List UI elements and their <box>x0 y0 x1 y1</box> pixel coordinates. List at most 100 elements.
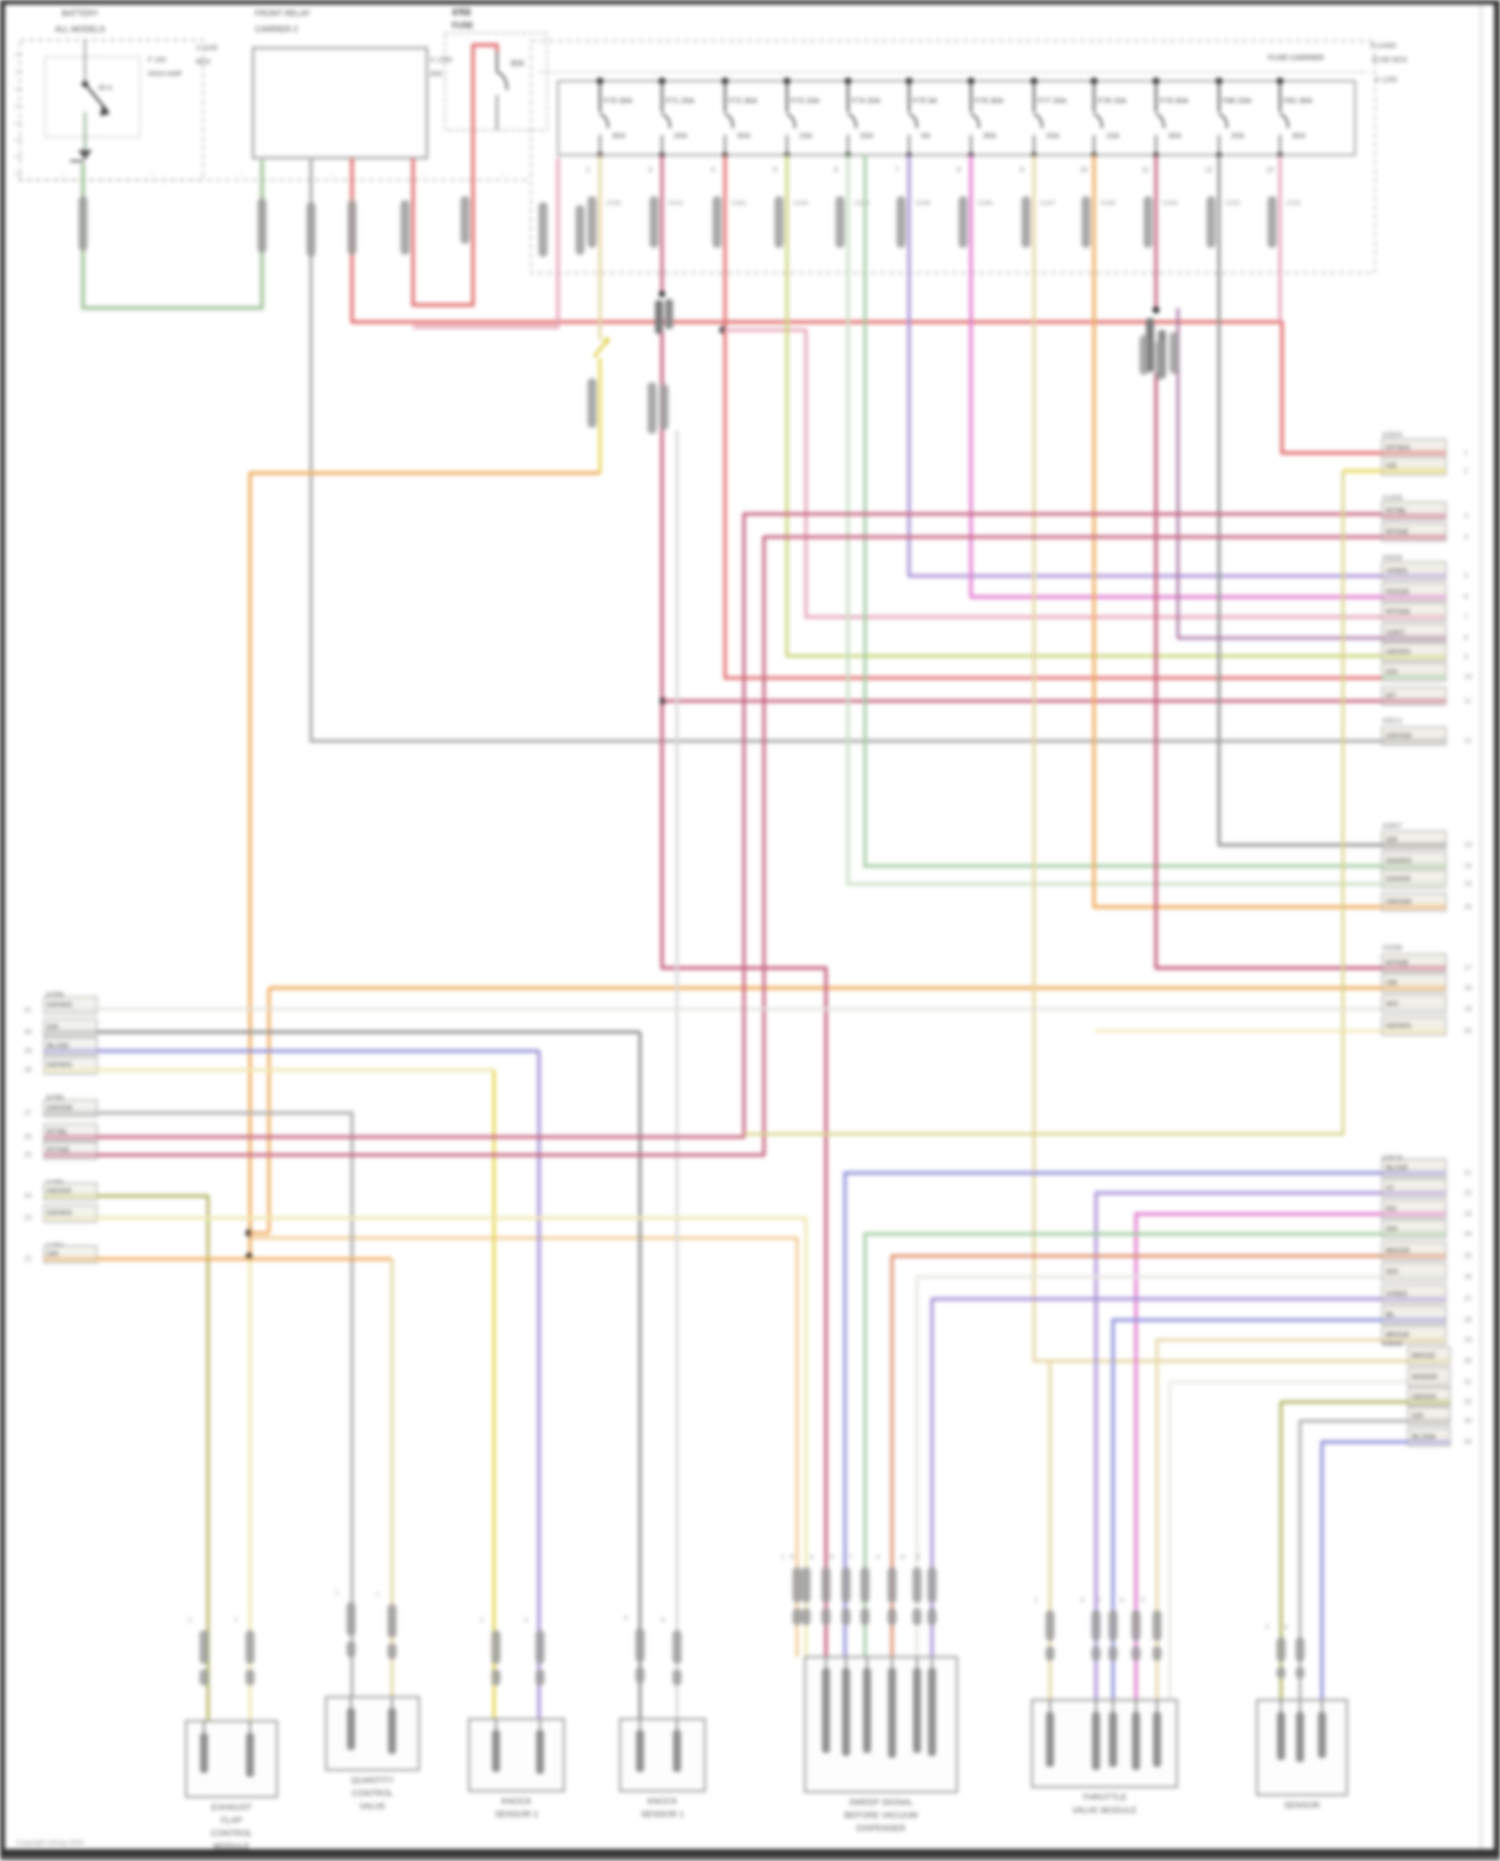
svg-text:20: 20 <box>1464 1028 1472 1035</box>
svg-text:F77 20A: F77 20A <box>1038 96 1066 105</box>
svg-text:2: 2 <box>480 1617 484 1624</box>
svg-text:7: 7 <box>1464 614 1468 621</box>
svg-text:BR/GE: BR/GE <box>1412 1351 1435 1360</box>
svg-text:X244: X244 <box>854 200 870 207</box>
svg-text:THROTTLE: THROTTLE <box>1082 1792 1127 1802</box>
svg-text:7: 7 <box>1097 1597 1101 1604</box>
svg-text:4: 4 <box>624 1615 628 1622</box>
svg-text:X4657: X4657 <box>1382 823 1402 830</box>
svg-text:X255: X255 <box>46 990 64 999</box>
svg-text:X249: X249 <box>1162 200 1178 207</box>
svg-text:15A: 15A <box>1106 131 1119 140</box>
svg-text:F73 15A: F73 15A <box>791 96 819 105</box>
svg-text:26: 26 <box>24 1134 32 1141</box>
svg-text:5: 5 <box>916 1554 920 1561</box>
svg-text:ALL MODELS: ALL MODELS <box>55 25 105 34</box>
svg-text:25: 25 <box>24 1152 32 1159</box>
svg-text:23: 23 <box>24 1215 32 1222</box>
svg-text:--: -- <box>240 171 244 178</box>
svg-text:RT/GE: RT/GE <box>1386 958 1409 967</box>
svg-text:F78 15A: F78 15A <box>1098 96 1126 105</box>
svg-text:32: 32 <box>1464 1399 1472 1406</box>
svg-text:5: 5 <box>1141 1597 1145 1604</box>
svg-text:18: 18 <box>1464 985 1472 992</box>
svg-text:1: 1 <box>781 1554 785 1561</box>
svg-text:GR: GR <box>1412 1411 1424 1420</box>
svg-text:RS: RS <box>1386 1204 1396 1213</box>
svg-text:RT/GE: RT/GE <box>47 1145 70 1154</box>
svg-text:QUANTITY: QUANTITY <box>351 1775 394 1785</box>
svg-text:6: 6 <box>834 167 838 174</box>
svg-text:4: 4 <box>711 167 715 174</box>
svg-text:17: 17 <box>1464 965 1472 972</box>
svg-text:BATTERY: BATTERY <box>62 9 99 18</box>
svg-text:GR/SW: GR/SW <box>1386 731 1412 740</box>
svg-text:20A: 20A <box>1231 131 1244 140</box>
svg-text:34: 34 <box>1464 1439 1472 1446</box>
svg-text:1: 1 <box>335 1589 339 1596</box>
svg-text:GR/SW: GR/SW <box>47 1103 73 1112</box>
svg-text:5: 5 <box>1464 573 1468 580</box>
svg-text:F79 30A: F79 30A <box>1160 96 1188 105</box>
svg-text:2: 2 <box>1464 468 1468 475</box>
svg-text:27: 27 <box>1464 1296 1472 1303</box>
svg-text:31: 31 <box>24 1007 32 1014</box>
svg-text:GE/WS: GE/WS <box>47 1060 72 1069</box>
svg-text:X255: X255 <box>46 1093 64 1102</box>
svg-text:30A: 30A <box>983 131 996 140</box>
svg-text:15: 15 <box>1464 881 1472 888</box>
svg-text:OR: OR <box>1386 978 1398 987</box>
svg-text:GN/GR: GN/GR <box>1386 874 1411 883</box>
svg-text:X245: X245 <box>915 200 931 207</box>
svg-text:DISPENSER: DISPENSER <box>856 1823 905 1833</box>
svg-text:2: 2 <box>586 167 590 174</box>
svg-text:F 100: F 100 <box>148 57 166 64</box>
svg-text:OR: OR <box>47 1249 59 1258</box>
svg-text:F76 30A: F76 30A <box>975 96 1003 105</box>
svg-text:30A: 30A <box>430 71 443 78</box>
svg-text:GE/GN: GE/GN <box>1412 1392 1436 1401</box>
svg-text:30A: 30A <box>612 131 625 140</box>
svg-text:4: 4 <box>524 1617 528 1624</box>
svg-text:RS/GE: RS/GE <box>1386 587 1409 596</box>
svg-text:9: 9 <box>1020 167 1024 174</box>
svg-text:--: -- <box>420 171 424 178</box>
svg-text:27: 27 <box>24 1110 32 1117</box>
svg-text:FUSE: FUSE <box>452 21 474 30</box>
svg-text:6: 6 <box>1464 594 1468 601</box>
svg-text:X242: X242 <box>731 200 747 207</box>
svg-text:20A: 20A <box>674 131 687 140</box>
svg-text:3: 3 <box>1265 1624 1269 1631</box>
svg-text:BL/GE: BL/GE <box>47 1041 69 1050</box>
svg-text:29: 29 <box>1464 1337 1472 1344</box>
svg-text:11: 11 <box>1142 167 1149 174</box>
svg-text:--: -- <box>500 171 504 178</box>
svg-text:20A: 20A <box>860 131 873 140</box>
svg-text:RT/WS: RT/WS <box>1386 443 1410 452</box>
svg-text:SENSOR 1: SENSOR 1 <box>641 1809 684 1819</box>
svg-text:X248: X248 <box>1100 200 1116 207</box>
svg-text:VI: VI <box>1386 1183 1393 1192</box>
svg-text:7: 7 <box>895 167 899 174</box>
svg-text:31: 31 <box>1464 1379 1472 1386</box>
svg-text:4: 4 <box>1284 1624 1288 1631</box>
svg-text:--: -- <box>150 171 154 178</box>
svg-text:5: 5 <box>773 167 777 174</box>
svg-text:X246: X246 <box>977 200 993 207</box>
svg-text:11: 11 <box>1464 698 1471 705</box>
svg-text:13: 13 <box>1464 842 1472 849</box>
svg-text:VALVE MODULE: VALVE MODULE <box>1072 1805 1137 1815</box>
svg-text:9: 9 <box>830 1554 834 1561</box>
svg-text:4: 4 <box>810 1554 814 1561</box>
svg-text:HIGH AMP: HIGH AMP <box>148 71 183 78</box>
svg-text:16: 16 <box>1464 904 1472 911</box>
svg-text:SENSOR 2: SENSOR 2 <box>495 1809 538 1819</box>
svg-text:X2679: X2679 <box>1382 1155 1402 1162</box>
svg-text:30 A: 30 A <box>98 85 112 92</box>
svg-text:--: -- <box>60 171 64 178</box>
svg-text:KNOCK: KNOCK <box>501 1796 532 1806</box>
svg-text:4: 4 <box>876 1554 880 1561</box>
svg-text:X2824: X2824 <box>1382 432 1402 439</box>
svg-text:SWEEP SIGNAL: SWEEP SIGNAL <box>849 1797 913 1807</box>
svg-text:GE: GE <box>1386 461 1397 470</box>
